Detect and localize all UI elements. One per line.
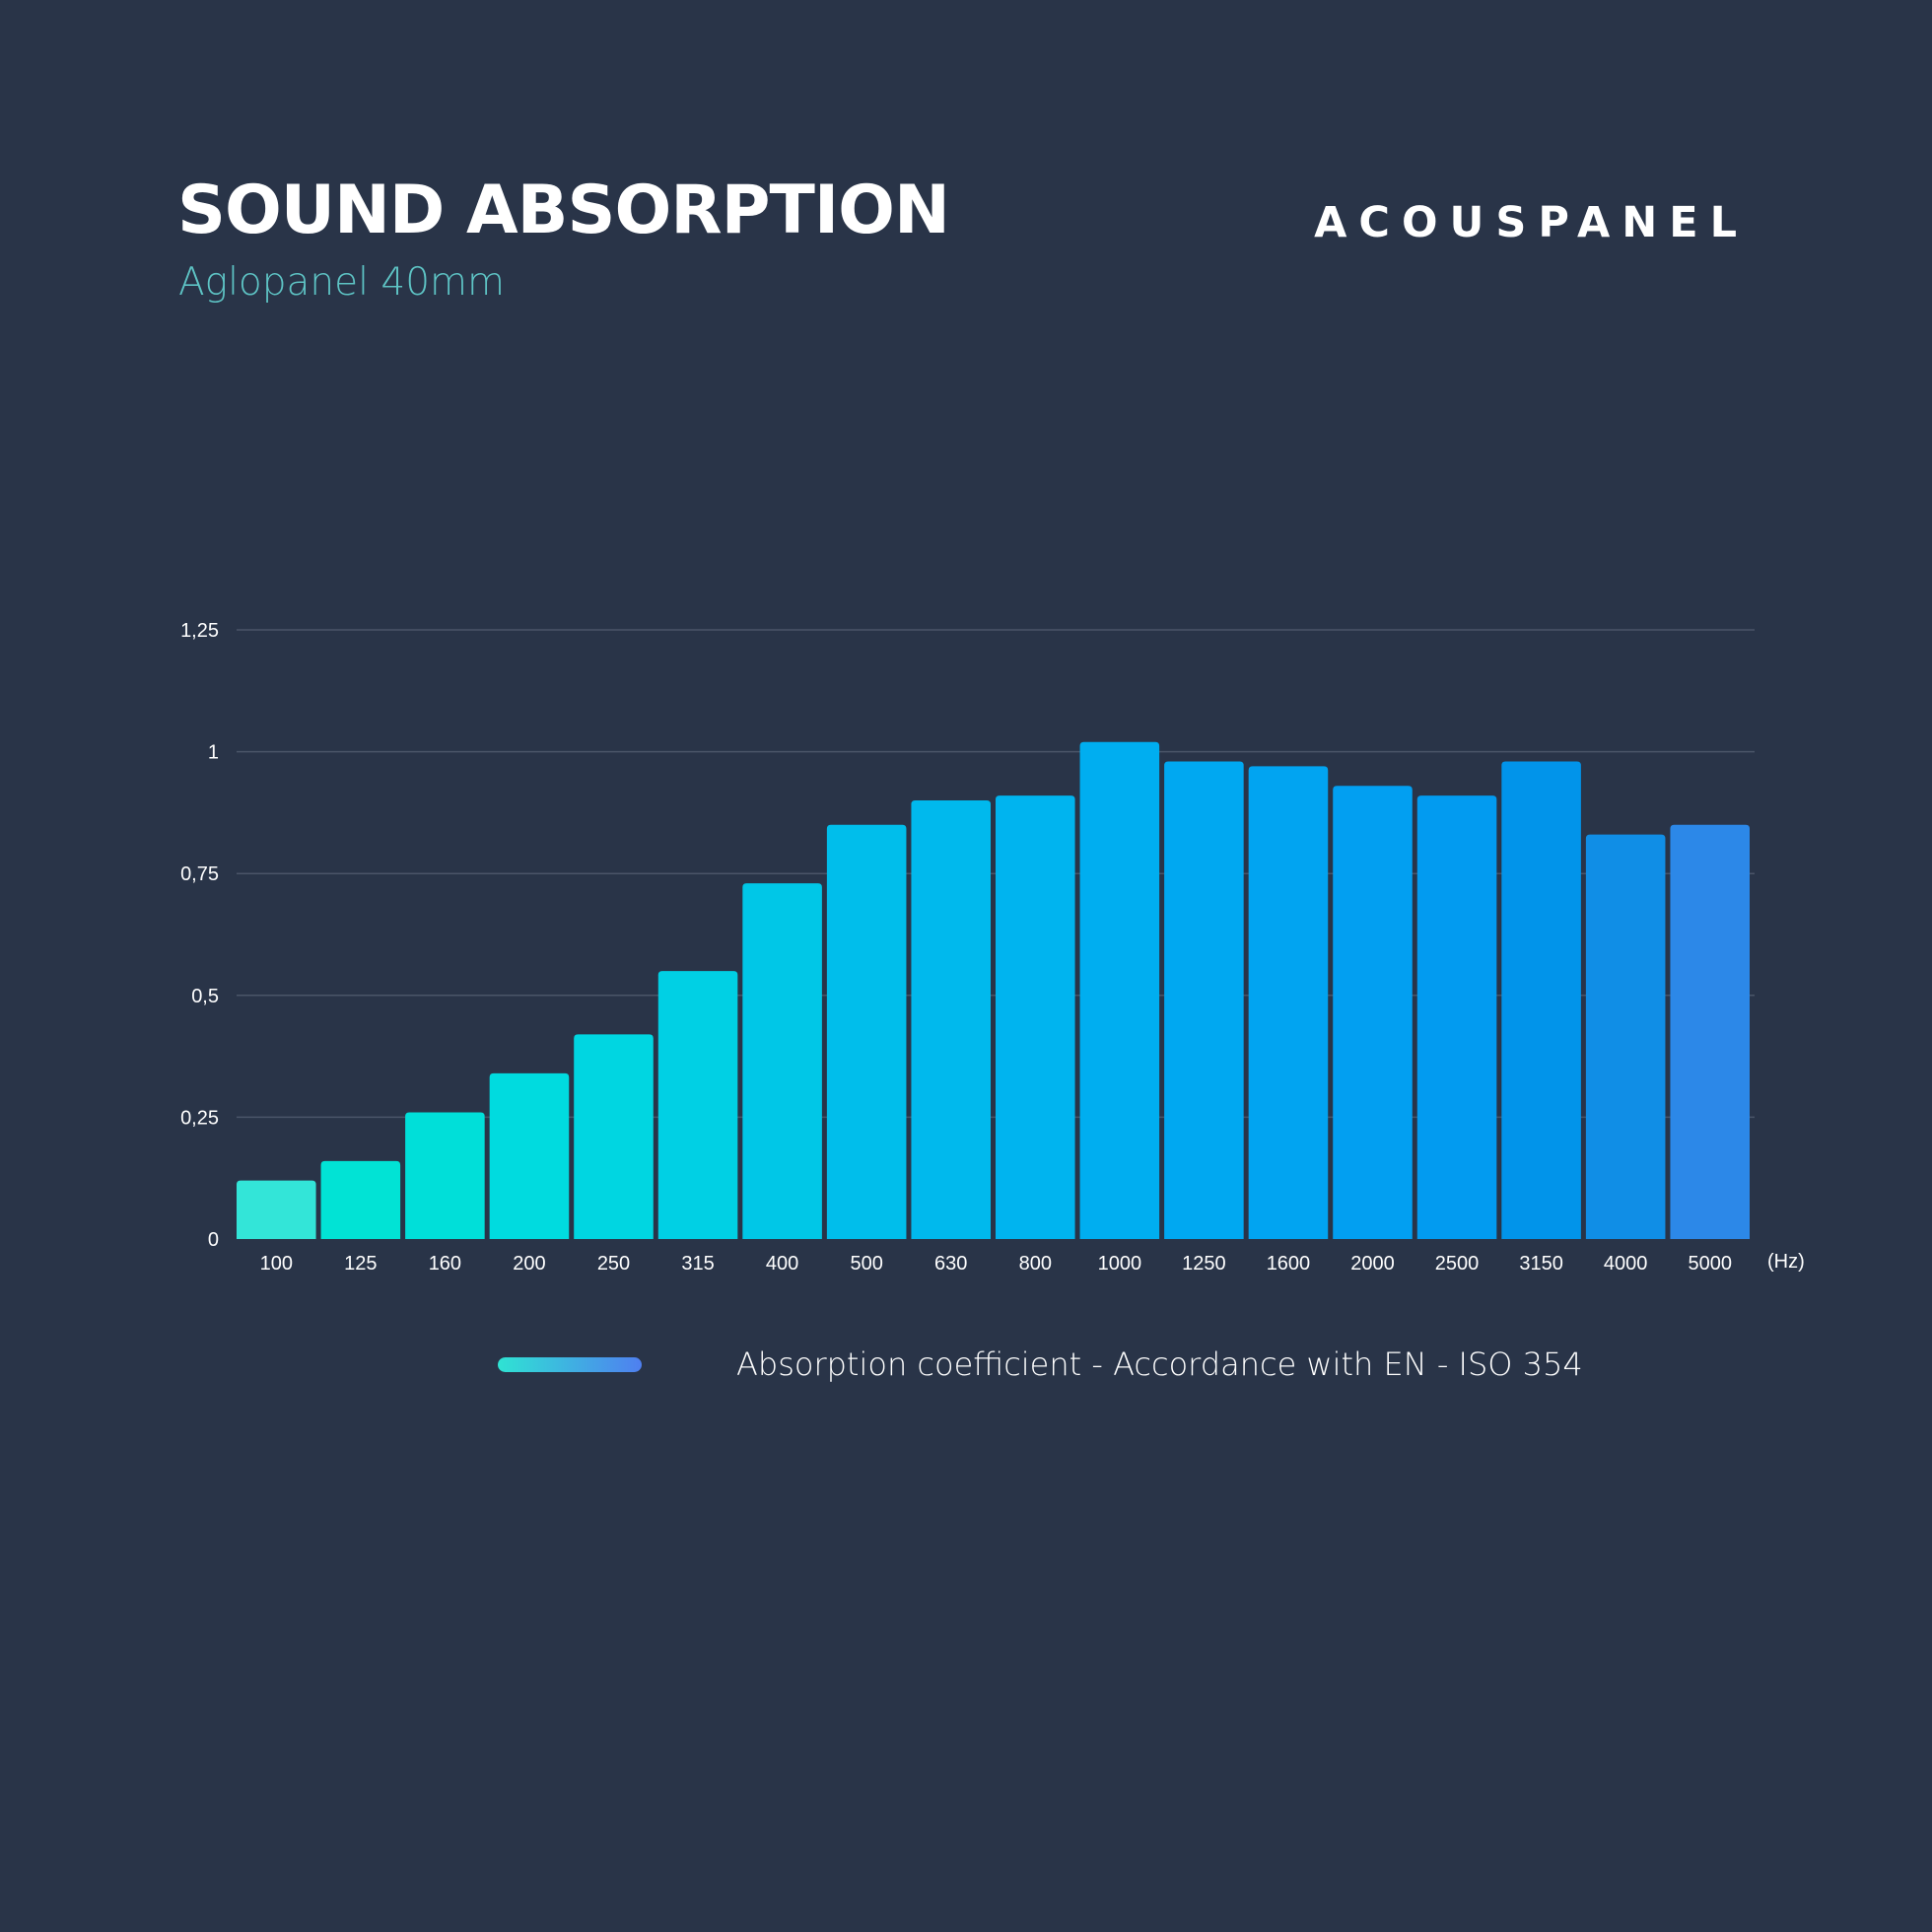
- x-tick-label: 5000: [1688, 1253, 1732, 1275]
- bar-315: [657, 971, 738, 1239]
- x-tick-label: 2000: [1350, 1253, 1395, 1275]
- x-tick-label: 800: [1019, 1253, 1052, 1275]
- x-tick-label: 160: [429, 1253, 461, 1275]
- bar-630: [911, 800, 991, 1239]
- x-axis-unit: (Hz): [1767, 1251, 1805, 1273]
- x-tick-label: 500: [850, 1253, 882, 1275]
- x-tick-label: 200: [513, 1253, 545, 1275]
- x-tick-label: 400: [766, 1253, 798, 1275]
- x-tick-label: 1000: [1098, 1253, 1142, 1275]
- x-tick-label: 250: [597, 1253, 630, 1275]
- bar-5000: [1670, 824, 1750, 1239]
- bar-200: [489, 1072, 570, 1239]
- x-tick-label: 3150: [1519, 1253, 1563, 1275]
- bar-1000: [1079, 741, 1160, 1239]
- bar-1250: [1164, 761, 1244, 1239]
- x-tick-label: 2500: [1435, 1253, 1480, 1275]
- y-tick-label: 0,75: [180, 863, 219, 885]
- legend-label: Absorption coefficient - Accordance with…: [736, 1346, 1583, 1383]
- chart-title: SOUND ABSORPTION: [177, 172, 950, 249]
- bar-500: [826, 824, 907, 1239]
- legend-swatch: [498, 1356, 642, 1372]
- legend: Absorption coefficient - Accordance with…: [498, 1346, 1583, 1383]
- y-tick-label: 0: [208, 1229, 219, 1251]
- x-tick-label: 315: [681, 1253, 714, 1275]
- bar-160: [405, 1112, 485, 1239]
- bar-2500: [1416, 795, 1497, 1239]
- x-tick-label: 1600: [1267, 1253, 1311, 1275]
- bar-3150: [1501, 761, 1581, 1239]
- x-tick-label: 125: [344, 1253, 377, 1275]
- bar-800: [996, 795, 1075, 1239]
- x-tick-label: 100: [260, 1253, 293, 1275]
- y-tick-label: 0,25: [180, 1107, 219, 1129]
- brand-logo: ACOUSPANEL: [1314, 198, 1749, 247]
- bar-2000: [1333, 786, 1413, 1239]
- bar-125: [320, 1160, 401, 1239]
- x-tick-label: 4000: [1604, 1253, 1648, 1275]
- x-axis-ticks: 100 125 160 200 250 315 400 500 630 800 1000 1250 16…: [260, 1253, 1732, 1275]
- bar-100: [237, 1180, 316, 1239]
- bar-4000: [1585, 834, 1666, 1239]
- bar-250: [574, 1034, 654, 1239]
- y-axis-ticks: 0 0,25 0,5 0,75 1 1,25: [180, 620, 219, 1251]
- chart-subtitle: Aglopanel 40mm: [178, 260, 505, 305]
- bars: [237, 741, 1750, 1239]
- y-tick-label: 1,25: [180, 620, 219, 642]
- x-tick-label: 630: [934, 1253, 967, 1275]
- x-tick-label: 1250: [1182, 1253, 1226, 1275]
- bar-1600: [1248, 766, 1329, 1239]
- bar-400: [742, 883, 822, 1239]
- y-tick-label: 1: [208, 742, 219, 764]
- y-tick-label: 0,5: [191, 986, 219, 1007]
